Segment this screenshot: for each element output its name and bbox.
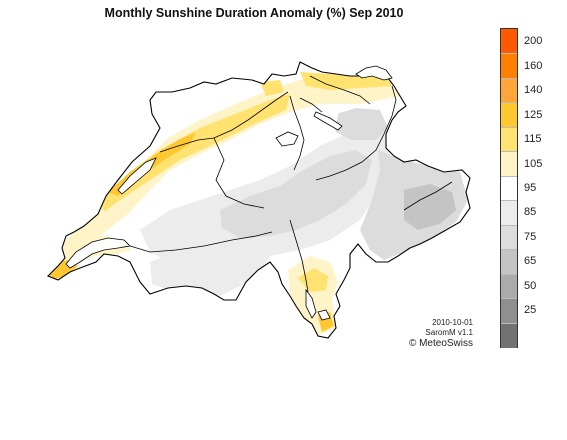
legend-tick-label: 140 <box>524 84 543 97</box>
legend-tick-label: 200 <box>524 35 543 48</box>
lake-constance <box>355 65 393 81</box>
legend-swatch <box>501 200 517 227</box>
anomaly-zone-75-85-central-alps <box>220 150 372 238</box>
legend-tick-label: 25 <box>524 304 537 317</box>
anomaly-zone-75-85-northeast <box>330 108 388 140</box>
legend-swatch <box>501 249 517 276</box>
river-limmat <box>299 97 323 113</box>
lake-neuchatel <box>117 157 157 195</box>
legend-tick-label: 75 <box>524 230 537 243</box>
river-reuss <box>289 95 305 171</box>
lake-zurich <box>313 111 343 131</box>
river-ticino <box>289 219 309 293</box>
legend-swatch <box>501 273 517 300</box>
legend-swatch <box>501 175 517 202</box>
river-aare-upper <box>213 137 265 209</box>
legend-swatch <box>501 322 517 349</box>
anomaly-zone-85-95-valais <box>150 246 270 296</box>
legend-tick-label: 160 <box>524 59 543 72</box>
legend-swatch <box>501 102 517 129</box>
lake-maggiore <box>305 288 317 319</box>
color-scale-legend <box>500 28 518 349</box>
legend-swatch <box>501 151 517 178</box>
copyright-credit: © MeteoSwiss <box>408 338 473 349</box>
legend-swatch <box>501 77 517 104</box>
country-border <box>47 61 471 339</box>
analysis-date: 2010-10-01 <box>432 318 473 327</box>
legend-tick-label: 65 <box>524 255 537 268</box>
legend-tick-label: 115 <box>524 133 542 146</box>
legend-swatch <box>501 29 517 54</box>
lake-lugano <box>317 309 331 321</box>
legend-swatch <box>501 53 517 80</box>
legend-tick-label: 125 <box>524 108 543 121</box>
legend-tick-label: 105 <box>524 157 543 170</box>
anomaly-zone-115-125-ticino <box>298 268 328 292</box>
legend-swatch <box>501 126 517 153</box>
legend-swatch <box>501 298 517 325</box>
river-aare <box>159 91 289 153</box>
model-version: SaromM v1.1 <box>425 328 473 337</box>
river-thur <box>309 75 371 105</box>
map-title: Monthly Sunshine Duration Anomaly (%) Se… <box>104 6 404 20</box>
river-rhine <box>315 85 397 181</box>
legend-swatch <box>501 224 517 251</box>
legend-tick-label: 95 <box>524 182 537 194</box>
legend-tick-label: 50 <box>524 279 537 292</box>
legend-tick-label: 85 <box>524 206 537 219</box>
anomaly-zone-65-75-engadin <box>404 184 456 230</box>
anomaly-zone-115-125-basel <box>260 80 284 96</box>
lake-geneva <box>65 237 131 269</box>
lake-lucerne <box>275 131 299 147</box>
river-rhone <box>129 231 273 253</box>
river-inn <box>403 181 453 211</box>
